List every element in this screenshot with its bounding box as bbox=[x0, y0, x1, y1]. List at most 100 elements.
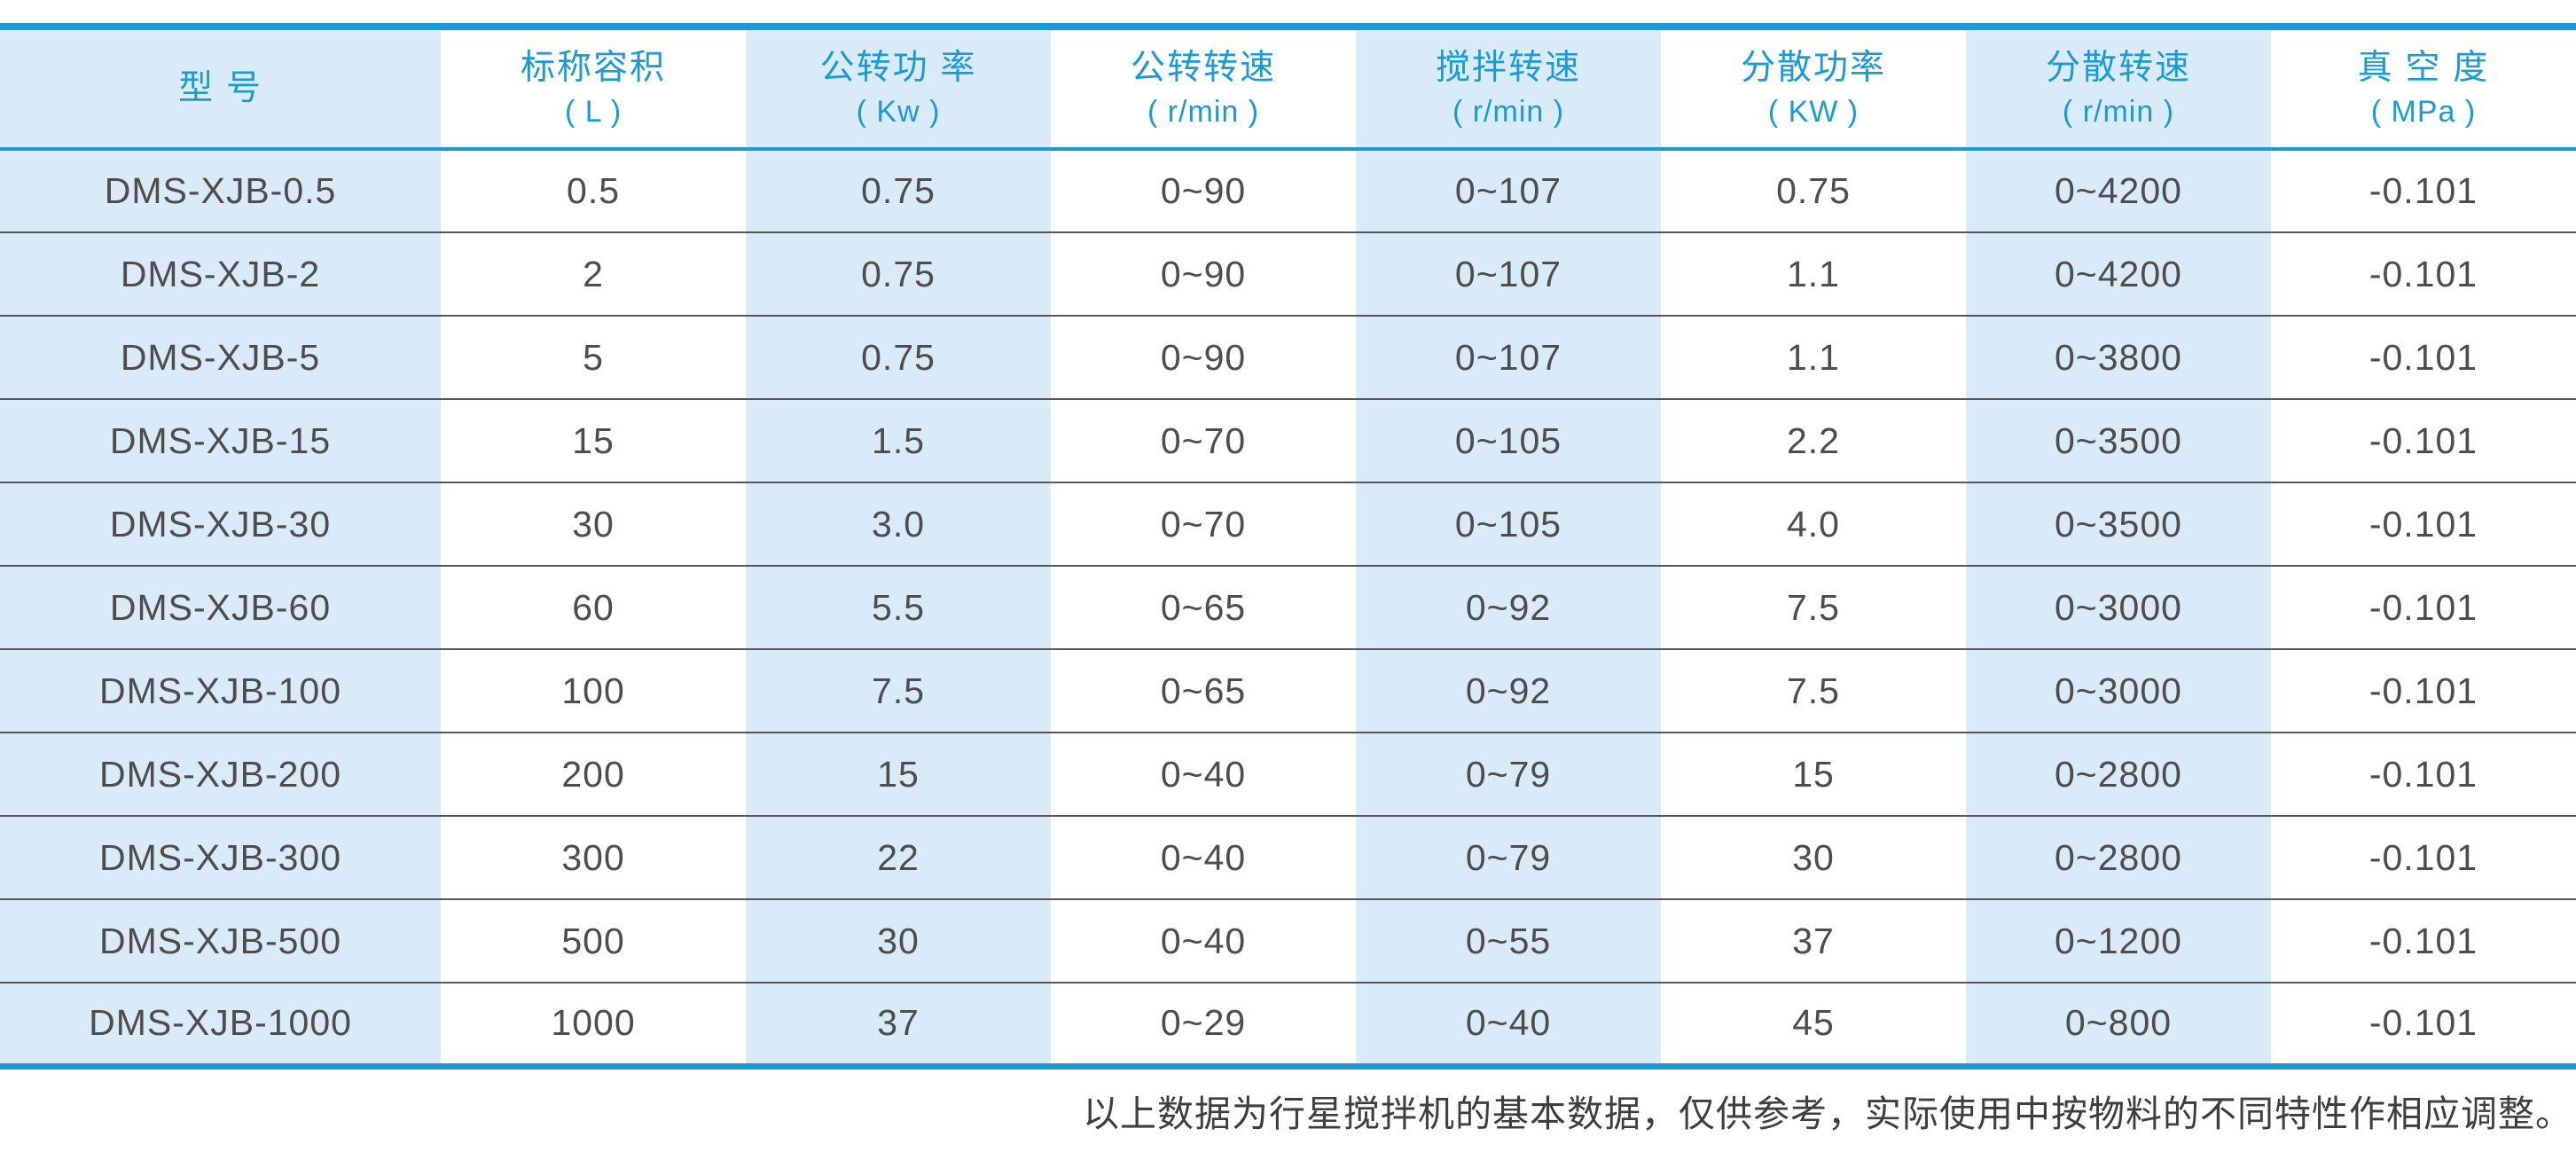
value-cell: 37 bbox=[746, 983, 1052, 1066]
value-cell: 30 bbox=[746, 899, 1052, 983]
value-cell: -0.101 bbox=[2369, 419, 2478, 461]
value-cell: 37 bbox=[1792, 920, 1835, 961]
value-cell: 0~40 bbox=[1356, 983, 1661, 1066]
value-cell: 7.5 bbox=[1786, 586, 1840, 628]
value-cell: 30 bbox=[1792, 836, 1835, 878]
column-label: 公转功 率 bbox=[819, 48, 977, 87]
value-cell: 500 bbox=[561, 920, 625, 961]
value-cell: -0.101 bbox=[2369, 586, 2478, 628]
value-cell: 0~29 bbox=[1160, 1002, 1247, 1044]
value-cell: 0.75 bbox=[746, 316, 1052, 399]
model-cell: DMS-XJB-60 bbox=[0, 566, 442, 649]
value-cell: 0~90 bbox=[1160, 170, 1247, 211]
value-cell: 15 bbox=[746, 733, 1052, 816]
value-cell: 0.5 bbox=[567, 170, 621, 211]
column-header-1: 标称容积 ( L ) bbox=[441, 27, 746, 149]
value-cell: 0~107 bbox=[1356, 232, 1661, 316]
value-cell: 0~40 bbox=[1160, 920, 1247, 961]
footnote: 以上数据为行星搅拌机的基本数据，仅供参考，实际使用中按物料的不同特性作相应调整。 bbox=[1083, 1092, 2572, 1135]
value-cell: 0~65 bbox=[1160, 586, 1247, 628]
value-cell: -0.101 bbox=[2369, 253, 2478, 294]
value-cell: -0.101 bbox=[2369, 753, 2478, 795]
value-cell: -0.101 bbox=[2369, 1002, 2478, 1044]
value-cell: 0~40 bbox=[1160, 836, 1247, 878]
table-row: DMS-XJB-0.5 0.5 0.75 0~90 0~107 0.75 0~4200 -0.… bbox=[0, 149, 2576, 232]
value-cell: 0~70 bbox=[1160, 503, 1247, 545]
model-cell: DMS-XJB-0.5 bbox=[0, 149, 442, 232]
value-cell: 0.75 bbox=[746, 232, 1052, 316]
value-cell: 1000 bbox=[551, 1002, 636, 1044]
value-cell: 1.1 bbox=[1786, 253, 1840, 294]
value-cell: 15 bbox=[572, 419, 615, 461]
value-cell: 0~79 bbox=[1356, 733, 1661, 816]
value-cell: 0~107 bbox=[1356, 149, 1661, 232]
value-cell: 0~4200 bbox=[1965, 232, 2271, 316]
column-unit: ( L ) bbox=[564, 94, 622, 129]
column-header-6: 分散转速 ( r/min ) bbox=[1965, 27, 2271, 149]
value-cell: 0~3800 bbox=[1965, 316, 2271, 399]
table-row: DMS-XJB-30 30 3.0 0~70 0~105 4.0 0~3500 -0.101 bbox=[0, 482, 2576, 566]
model-cell: DMS-XJB-1000 bbox=[0, 983, 442, 1066]
model-cell: DMS-XJB-2 bbox=[0, 232, 442, 316]
column-unit: ( r/min ) bbox=[1147, 94, 1260, 129]
value-cell: 0~40 bbox=[1160, 753, 1247, 795]
column-unit: ( MPa ) bbox=[2370, 94, 2477, 129]
model-cell: DMS-XJB-5 bbox=[0, 316, 442, 399]
column-unit: ( r/min ) bbox=[2062, 94, 2175, 129]
value-cell: 0~1200 bbox=[1965, 899, 2271, 983]
value-cell: 7.5 bbox=[746, 649, 1052, 733]
model-cell: DMS-XJB-200 bbox=[0, 733, 442, 816]
value-cell: 15 bbox=[1792, 753, 1835, 795]
value-cell: -0.101 bbox=[2369, 670, 2478, 711]
value-cell: 0~70 bbox=[1160, 419, 1247, 461]
column-label: 真 空 度 bbox=[2357, 48, 2490, 87]
model-cell: DMS-XJB-500 bbox=[0, 899, 442, 983]
value-cell: 3.0 bbox=[746, 482, 1052, 566]
column-header-7: 真 空 度 ( MPa ) bbox=[2271, 27, 2576, 149]
spec-table-body: DMS-XJB-0.5 0.5 0.75 0~90 0~107 0.75 0~4200 -0.… bbox=[0, 149, 2576, 1066]
value-cell: 200 bbox=[561, 753, 625, 795]
value-cell: 300 bbox=[561, 836, 625, 878]
column-label: 分散转速 bbox=[2045, 48, 2191, 87]
value-cell: 0~2800 bbox=[1965, 733, 2271, 816]
header-row: 型 号标称容积( L ) 公转功 率( Kw ) 公转转速( r/min ) 搅拌转速… bbox=[0, 27, 2576, 149]
column-label: 公转转速 bbox=[1131, 48, 1277, 87]
value-cell: 0~79 bbox=[1356, 816, 1661, 899]
value-cell: 4.0 bbox=[1786, 503, 1840, 545]
table-row: DMS-XJB-2 2 0.75 0~90 0~107 1.1 0~4200 -0.101 bbox=[0, 232, 2576, 316]
value-cell: 0~107 bbox=[1356, 316, 1661, 399]
value-cell: -0.101 bbox=[2369, 836, 2478, 878]
table-row: DMS-XJB-500 500 30 0~40 0~55 37 0~1200 -0.101 bbox=[0, 899, 2576, 983]
model-cell: DMS-XJB-15 bbox=[0, 399, 442, 482]
table-row: DMS-XJB-1000 1000 37 0~29 0~40 45 0~800 -0.101 bbox=[0, 983, 2576, 1066]
spec-table-header: 型 号标称容积( L ) 公转功 率( Kw ) 公转转速( r/min ) 搅拌转速… bbox=[0, 27, 2576, 149]
column-unit: ( r/min ) bbox=[1452, 94, 1565, 129]
column-label: 分散功率 bbox=[1740, 48, 1886, 87]
column-header-3: 公转转速 ( r/min ) bbox=[1051, 27, 1356, 149]
value-cell: 0~3000 bbox=[1965, 649, 2271, 733]
value-cell: 0~90 bbox=[1160, 253, 1247, 294]
value-cell: 7.5 bbox=[1786, 670, 1840, 711]
column-header-5: 分散功率 ( KW ) bbox=[1661, 27, 1966, 149]
model-cell: DMS-XJB-300 bbox=[0, 816, 442, 899]
value-cell: 0~92 bbox=[1356, 649, 1661, 733]
value-cell: -0.101 bbox=[2369, 920, 2478, 961]
value-cell: 0~92 bbox=[1356, 566, 1661, 649]
table-row: DMS-XJB-100 100 7.5 0~65 0~92 7.5 0~3000 -0.101 bbox=[0, 649, 2576, 733]
value-cell: 2 bbox=[583, 253, 604, 294]
column-label: 型 号 bbox=[178, 68, 262, 107]
value-cell: 22 bbox=[746, 816, 1052, 899]
value-cell: 0~3000 bbox=[1965, 566, 2271, 649]
value-cell: 0.75 bbox=[746, 149, 1052, 232]
column-header-0: 型 号 bbox=[0, 27, 442, 149]
value-cell: 0~65 bbox=[1160, 670, 1247, 711]
value-cell: 45 bbox=[1792, 1002, 1835, 1044]
value-cell: -0.101 bbox=[2369, 503, 2478, 545]
spec-table: 型 号标称容积( L ) 公转功 率( Kw ) 公转转速( r/min ) 搅拌转速… bbox=[0, 23, 2576, 1070]
value-cell: -0.101 bbox=[2369, 170, 2478, 211]
table-row: DMS-XJB-200 200 15 0~40 0~79 15 0~2800 -0.101 bbox=[0, 733, 2576, 816]
value-cell: 0~105 bbox=[1356, 482, 1661, 566]
value-cell: 100 bbox=[561, 670, 625, 711]
value-cell: 2.2 bbox=[1786, 419, 1840, 461]
